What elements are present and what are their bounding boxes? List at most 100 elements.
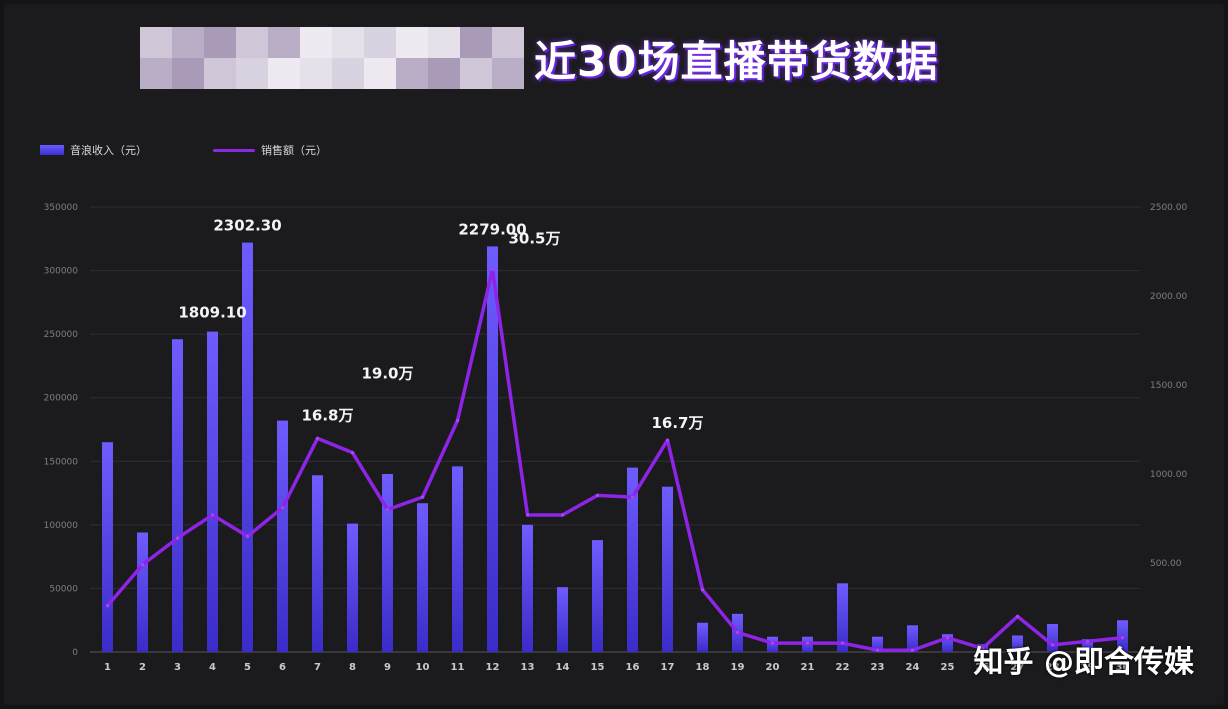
line-point (490, 267, 495, 271)
line-swatch-icon (213, 148, 255, 152)
x-tick-label: 11 (451, 662, 465, 673)
x-tick-label: 20 (766, 662, 780, 673)
bar (592, 540, 603, 652)
x-tick-label: 16 (626, 662, 640, 673)
line-point (560, 513, 565, 517)
bar (137, 532, 148, 652)
line-point (315, 436, 320, 440)
bar (837, 583, 848, 652)
line-point (770, 641, 775, 645)
bar (277, 420, 288, 652)
x-tick-label: 10 (416, 662, 430, 673)
x-tick-label: 12 (486, 662, 500, 673)
line-point (455, 419, 460, 423)
line-point (1015, 614, 1020, 619)
bar (872, 636, 883, 652)
bar (487, 246, 498, 652)
bar (207, 331, 218, 652)
y-left-tick-label: 300000 (44, 267, 79, 277)
y-right-tick-label: 500.00 (1150, 559, 1182, 569)
line-point (630, 495, 635, 499)
legend-line-label: 销售额（元） (261, 144, 327, 157)
line-point (840, 641, 845, 645)
x-tick-label: 19 (731, 662, 745, 673)
data-label: 30.5万 (508, 229, 560, 247)
x-tick-label: 15 (591, 662, 605, 673)
line-point (1120, 636, 1125, 640)
blurred-logo-mosaic (140, 27, 524, 89)
line-point (420, 495, 425, 499)
bar (907, 625, 918, 652)
x-tick-label: 28 (1046, 662, 1060, 673)
bar (312, 475, 323, 652)
bar (1012, 635, 1023, 652)
watermark: 知乎 @即合传媒 (973, 645, 1194, 680)
x-tick-label: 30 (1116, 662, 1130, 673)
line-point (700, 588, 705, 592)
bar (557, 587, 568, 652)
line-point (525, 513, 530, 517)
bar (382, 474, 393, 652)
x-tick-label: 13 (521, 662, 535, 673)
data-label: 2302.30 (213, 217, 281, 235)
bar (522, 524, 533, 652)
bar (1082, 639, 1093, 652)
x-tick-label: 7 (314, 662, 321, 673)
x-tick-label: 5 (244, 662, 251, 673)
x-tick-label: 25 (941, 662, 955, 673)
line-point (140, 563, 145, 567)
x-tick-label: 22 (836, 662, 850, 673)
y-right-tick-label: 2500.00 (1150, 203, 1187, 213)
bar (627, 467, 638, 652)
y-left-tick-label: 150000 (44, 457, 79, 467)
x-tick-label: 17 (661, 662, 675, 673)
x-tick-label: 14 (556, 662, 570, 673)
bar (417, 503, 428, 652)
line-point (595, 493, 600, 497)
line-point (1050, 643, 1055, 647)
x-tick-label: 24 (906, 662, 920, 673)
line-point (665, 438, 670, 442)
x-tick-label: 27 (1011, 662, 1025, 673)
line-point (245, 534, 250, 538)
x-tick-label: 18 (696, 662, 710, 673)
y-left-tick-label: 200000 (44, 394, 79, 404)
title-area: 近30场直播带货数据 (140, 24, 938, 92)
line-point (175, 536, 180, 540)
data-label: 16.7万 (651, 414, 703, 432)
data-label: 2279.00 (458, 220, 526, 238)
y-right-tick-label: 1000.00 (1150, 470, 1187, 480)
legend-item-bar[interactable]: 音浪收入（元） (40, 142, 147, 158)
line-point (1085, 639, 1090, 643)
bar (942, 634, 953, 652)
y-left-tick-label: 50000 (49, 584, 78, 594)
y-right-tick-label: 2000.00 (1150, 292, 1187, 302)
bar (172, 339, 183, 652)
bar (1047, 624, 1058, 652)
x-tick-label: 6 (279, 662, 286, 673)
data-label: 1809.10 (178, 304, 246, 322)
bar (102, 442, 113, 652)
x-tick-label: 23 (871, 662, 885, 673)
data-label: 19.0万 (361, 365, 413, 383)
line-point (875, 648, 880, 652)
bar (347, 523, 358, 652)
line-point (210, 513, 215, 517)
legend: 音浪收入（元） 销售额（元） (40, 142, 393, 158)
bar (697, 622, 708, 652)
y-left-tick-label: 250000 (44, 330, 79, 340)
data-label: 16.8万 (301, 406, 353, 424)
y-right-tick-label: 1500.00 (1150, 381, 1187, 391)
legend-item-line[interactable]: 销售额（元） (213, 142, 327, 158)
y-left-tick-label: 350000 (44, 203, 79, 213)
x-tick-label: 4 (209, 662, 216, 673)
x-tick-label: 29 (1081, 662, 1095, 673)
line-point (945, 636, 950, 640)
y-left-tick-label: 0 (72, 648, 78, 658)
x-tick-label: 3 (174, 662, 181, 673)
y-left-tick-label: 100000 (44, 521, 79, 531)
legend-bar-label: 音浪收入（元） (70, 144, 147, 157)
series-line (105, 267, 1125, 652)
line-point (105, 604, 110, 608)
